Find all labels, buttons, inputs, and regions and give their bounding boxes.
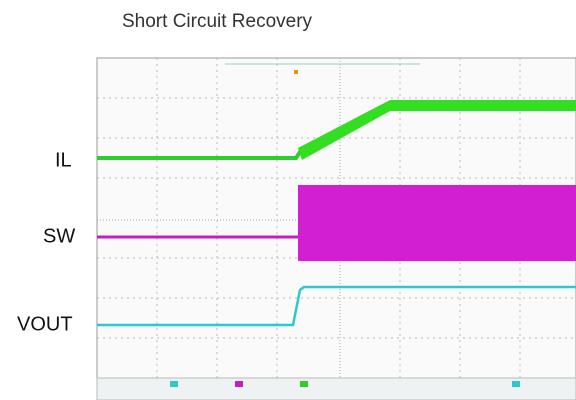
ch-indicator (512, 381, 520, 387)
ch-indicator (170, 381, 178, 387)
figure-title: Short Circuit Recovery (122, 11, 313, 32)
ch-indicator (235, 381, 243, 387)
channel-label: SW (43, 225, 75, 247)
figure: Short Circuit Recovery IL SW VOUT (0, 0, 576, 400)
ch-indicator (300, 381, 308, 387)
channel-label: VOUT (17, 313, 73, 335)
scope-status-bar (97, 378, 576, 400)
sw-switching-band (298, 185, 576, 261)
page: Short Circuit Recovery IL SW VOUT (0, 0, 576, 400)
trigger-marker (294, 70, 298, 74)
channel-label: IL (55, 149, 72, 171)
